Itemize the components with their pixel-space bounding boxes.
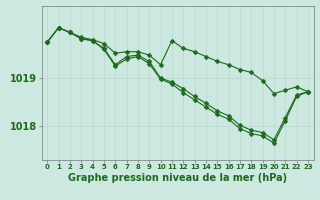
X-axis label: Graphe pression niveau de la mer (hPa): Graphe pression niveau de la mer (hPa) bbox=[68, 173, 287, 183]
